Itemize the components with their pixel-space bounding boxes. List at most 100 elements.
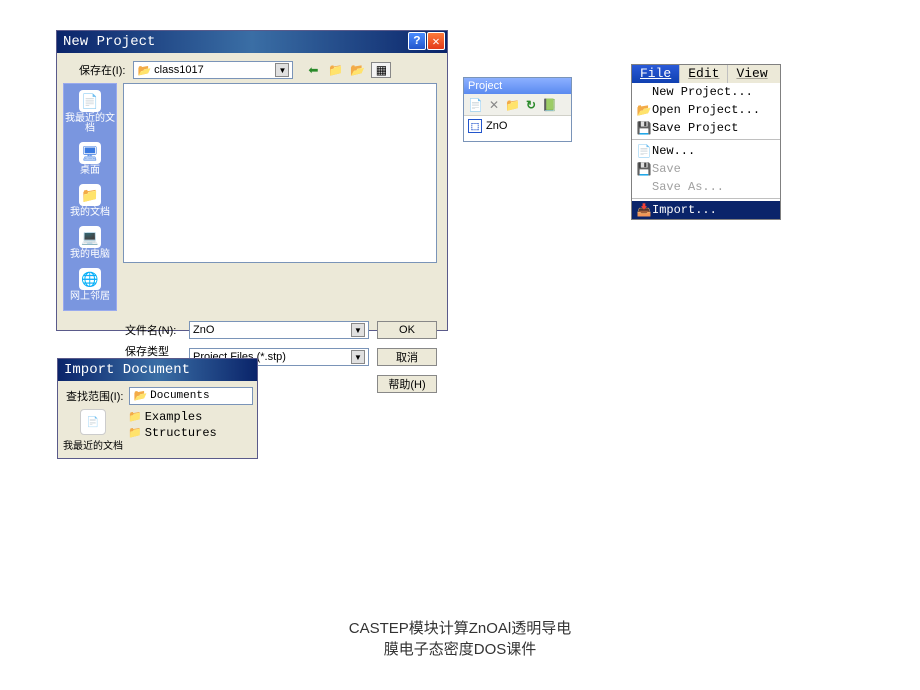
menu-item-save-as: Save As...	[632, 178, 780, 196]
menu-separator	[632, 139, 780, 140]
save-disabled-icon: 💾	[636, 162, 652, 177]
menu-file[interactable]: File	[632, 65, 680, 83]
new-folder-icon[interactable]: 📂	[349, 62, 365, 78]
menu-label: New Project...	[652, 85, 753, 99]
places-sidebar: 📄 我最近的文档 🖥 桌面 📁 我的文档 💻 我的电脑 🌐 网上邻居	[63, 83, 117, 311]
import-recent-label: 我最近的文档	[63, 437, 123, 452]
folder-open-icon	[133, 389, 147, 403]
menu-view[interactable]: View	[728, 65, 780, 83]
menu-item-import[interactable]: 📥 Import...	[632, 201, 780, 219]
sidebar-item-mydocs[interactable]: 📁 我的文档	[64, 182, 116, 222]
filename-input[interactable]: ZnO ▼	[189, 321, 369, 339]
sidebar-mydocs-label: 我的文档	[70, 208, 110, 218]
save-in-row: 保存在(I): class1017 ▼ ⬅ 📁 📂 ▦	[57, 53, 447, 81]
project-item-label: ZnO	[486, 120, 507, 132]
menu-item-save-project[interactable]: 💾 Save Project	[632, 119, 780, 137]
recent-docs-icon: 📄	[79, 90, 101, 112]
cancel-button[interactable]: 取消	[377, 348, 437, 366]
help-icon[interactable]: ?	[408, 32, 426, 50]
sidebar-item-recent[interactable]: 📄 我最近的文档	[64, 88, 116, 138]
folder-label: Structures	[145, 426, 217, 440]
filename-label: 文件名(N):	[125, 322, 181, 338]
folder-open-icon	[137, 64, 151, 77]
dropdown-arrow-icon[interactable]: ▼	[351, 350, 365, 364]
recent-docs-icon: 📄	[80, 409, 106, 435]
menu-label: Import...	[652, 203, 717, 217]
menu-label: Save As...	[652, 180, 724, 194]
dialog-body: 📄 我最近的文档 🖥 桌面 📁 我的文档 💻 我的电脑 🌐 网上邻居	[57, 81, 447, 315]
filename-row: 文件名(N): ZnO ▼ OK	[125, 321, 437, 339]
views-icon[interactable]: ▦	[371, 62, 391, 78]
help-button[interactable]: 帮助(H)	[377, 375, 437, 393]
newdoc-icon[interactable]: 📄	[468, 98, 483, 112]
project-panel: Project 📄 ✕ 📁 ↻ 📗 ⬚ ZnO	[463, 77, 572, 142]
menu-item-save: 💾 Save	[632, 160, 780, 178]
menu-item-new[interactable]: 📄 New...	[632, 142, 780, 160]
menu-item-new-project[interactable]: New Project...	[632, 83, 780, 101]
slide-caption: CASTEP模块计算ZnOAl透明导电 膜电子态密度DOS课件	[0, 618, 920, 660]
menu-item-open-project[interactable]: 📂 Open Project...	[632, 101, 780, 119]
ok-button[interactable]: OK	[377, 321, 437, 339]
look-in-label: 查找范围(I):	[66, 388, 123, 404]
up-folder-icon[interactable]: 📁	[327, 62, 343, 78]
look-in-combo[interactable]: Documents	[129, 387, 253, 405]
new-icon: 📄	[636, 144, 652, 159]
menubar: File Edit View	[632, 65, 780, 83]
save-in-combo[interactable]: class1017 ▼	[133, 61, 293, 79]
import-document-dialog: Import Document 查找范围(I): Documents 📄 我最近…	[57, 358, 258, 459]
dropdown-arrow-icon[interactable]: ▼	[351, 323, 365, 337]
desktop-icon: 🖥	[79, 142, 101, 164]
save-in-label: 保存在(I):	[79, 62, 125, 78]
back-icon[interactable]: ⬅	[305, 62, 321, 78]
menu-edit[interactable]: Edit	[680, 65, 728, 83]
network-icon: 🌐	[79, 268, 101, 290]
import-body: 📄 我最近的文档 Examples Structures	[58, 407, 257, 458]
file-menu: File Edit View New Project... 📂 Open Pro…	[631, 64, 781, 220]
menu-label: Save	[652, 162, 681, 176]
dropdown-arrow-icon[interactable]: ▼	[275, 63, 289, 77]
folder-toolbar: ⬅ 📁 📂 ▦	[305, 62, 391, 78]
mydocs-icon: 📁	[79, 184, 101, 206]
folder-item-structures[interactable]: Structures	[128, 425, 253, 441]
folder-item-examples[interactable]: Examples	[128, 409, 253, 425]
menu-label: Save Project	[652, 121, 738, 135]
computer-icon: 💻	[79, 226, 101, 248]
folder-label: Examples	[145, 410, 203, 424]
folder-icon	[128, 410, 142, 424]
folder-icon	[128, 426, 142, 440]
menu-label: New...	[652, 144, 695, 158]
import-title: Import Document	[58, 359, 257, 381]
import-folder-list[interactable]: Examples Structures	[128, 409, 253, 452]
open-icon: 📂	[636, 103, 652, 118]
sidebar-item-mycomputer[interactable]: 💻 我的电脑	[64, 224, 116, 264]
close-doc-icon[interactable]: ✕	[489, 98, 499, 112]
look-in-row: 查找范围(I): Documents	[58, 381, 257, 407]
menu-separator	[632, 198, 780, 199]
sidebar-desktop-label: 桌面	[80, 166, 100, 176]
titlebar-buttons: ? ✕	[408, 32, 445, 50]
book-icon[interactable]: 📗	[542, 98, 557, 112]
project-toolbar: 📄 ✕ 📁 ↻ 📗	[464, 94, 571, 116]
project-tree[interactable]: ⬚ ZnO	[464, 116, 571, 141]
look-in-value: Documents	[150, 390, 209, 402]
sidebar-mycomputer-label: 我的电脑	[70, 250, 110, 260]
sidebar-item-desktop[interactable]: 🖥 桌面	[64, 140, 116, 180]
menu-dropdown: New Project... 📂 Open Project... 💾 Save …	[632, 83, 780, 219]
sidebar-network-label: 网上邻居	[70, 292, 110, 302]
close-icon[interactable]: ✕	[427, 32, 445, 50]
caption-line-1: CASTEP模块计算ZnOAl透明导电	[0, 618, 920, 639]
import-sidebar[interactable]: 📄 我最近的文档	[62, 409, 124, 452]
filename-value: ZnO	[193, 324, 214, 336]
folder-icon[interactable]: 📁	[505, 98, 520, 112]
sidebar-item-network[interactable]: 🌐 网上邻居	[64, 266, 116, 306]
project-item-icon: ⬚	[468, 119, 482, 133]
new-project-dialog: New Project ? ✕ 保存在(I): class1017 ▼ ⬅ 📁 …	[56, 30, 448, 331]
new-project-titlebar: New Project ? ✕	[57, 31, 447, 53]
caption-line-2: 膜电子态密度DOS课件	[0, 639, 920, 660]
save-icon: 💾	[636, 121, 652, 136]
sidebar-recent-label: 我最近的文档	[64, 114, 116, 134]
refresh-icon[interactable]: ↻	[526, 98, 536, 112]
new-project-title: New Project	[63, 34, 155, 50]
menu-label: Open Project...	[652, 103, 760, 117]
file-listing[interactable]	[123, 83, 437, 263]
